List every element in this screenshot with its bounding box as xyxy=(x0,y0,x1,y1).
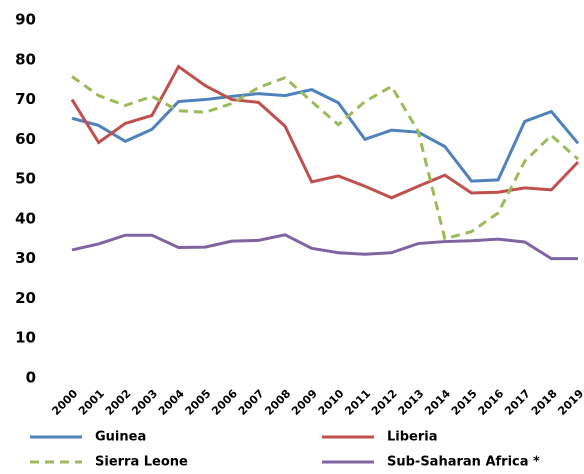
line-series xyxy=(71,233,578,261)
x-tick-label: 2019 xyxy=(555,387,584,418)
x-tick-label: 2018 xyxy=(529,387,560,418)
x-tick-label: 2004 xyxy=(156,387,187,418)
x-tick-label: 2013 xyxy=(396,387,427,418)
y-tick-label: 90 xyxy=(15,11,36,29)
x-tick-label: 2007 xyxy=(236,387,267,418)
x-tick-label: 2005 xyxy=(183,387,214,418)
x-tick-label: 2001 xyxy=(76,387,107,418)
legend-label: Sub-Saharan Africa * xyxy=(387,455,540,470)
x-tick-label: 2012 xyxy=(369,387,400,418)
y-tick-label: 0 xyxy=(26,369,36,387)
y-tick-label: 40 xyxy=(15,209,36,227)
x-tick-label: 2011 xyxy=(342,387,373,418)
y-tick-label: 10 xyxy=(15,329,36,347)
line-series xyxy=(71,88,580,183)
x-tick-label: 2014 xyxy=(422,387,453,418)
x-tick-label: 2000 xyxy=(49,387,80,418)
y-tick-label: 20 xyxy=(15,289,36,307)
x-tick-label: 2009 xyxy=(289,387,320,418)
x-tick-label: 2010 xyxy=(316,387,347,418)
legend-label: Sierra Leone xyxy=(95,455,188,470)
legend-label: Liberia xyxy=(387,430,438,445)
y-tick-label: 30 xyxy=(15,249,36,267)
x-tick-label: 2017 xyxy=(502,387,533,418)
x-tick-label: 2016 xyxy=(476,387,507,418)
x-tick-label: 2015 xyxy=(449,387,480,418)
x-tick-label: 2003 xyxy=(129,387,160,418)
y-tick-label: 50 xyxy=(15,170,36,188)
y-tick-label: 60 xyxy=(15,130,36,148)
line-series xyxy=(70,64,580,200)
x-tick-label: 2006 xyxy=(209,387,240,418)
x-tick-label: 2002 xyxy=(103,387,134,418)
legend-label: Guinea xyxy=(95,430,146,445)
x-tick-label: 2008 xyxy=(262,387,293,418)
y-tick-label: 80 xyxy=(15,50,36,68)
y-tick-label: 70 xyxy=(15,90,36,108)
line-series xyxy=(71,75,580,241)
